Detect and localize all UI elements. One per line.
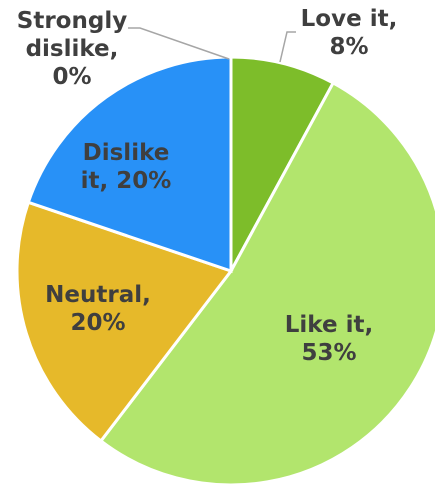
data-label-line: Like it,	[285, 312, 373, 338]
data-label-line: 20%	[70, 310, 125, 336]
data-label-line: Strongly	[17, 8, 127, 34]
data-label-like-it: Like it, 53%	[285, 312, 373, 366]
pie-slice-neutral	[15, 200, 234, 444]
leader-line-strongly-dislike	[128, 27, 230, 60]
data-label-line: Love it,	[301, 6, 398, 32]
data-label-strongly-dislike: Strongly dislike, 0%	[17, 8, 127, 90]
data-label-line: Neutral,	[45, 282, 151, 308]
data-label-line: dislike,	[26, 36, 119, 62]
data-label-line: 53%	[301, 340, 356, 366]
data-label-neutral: Neutral, 20%	[45, 282, 151, 336]
data-label-love-it: Love it, 8%	[301, 6, 398, 60]
leader-line-love-it	[279, 31, 296, 63]
data-label-dislike-it: Dislike it, 20%	[81, 140, 172, 194]
data-label-line: 8%	[329, 34, 368, 60]
data-label-line: it, 20%	[81, 168, 172, 194]
pie-slice-love-it	[229, 55, 336, 272]
data-label-line: 0%	[52, 64, 91, 90]
data-label-line: Dislike	[83, 140, 170, 166]
pie-slice-like-it	[98, 80, 435, 487]
pie-slice-dislike-it	[26, 55, 233, 274]
